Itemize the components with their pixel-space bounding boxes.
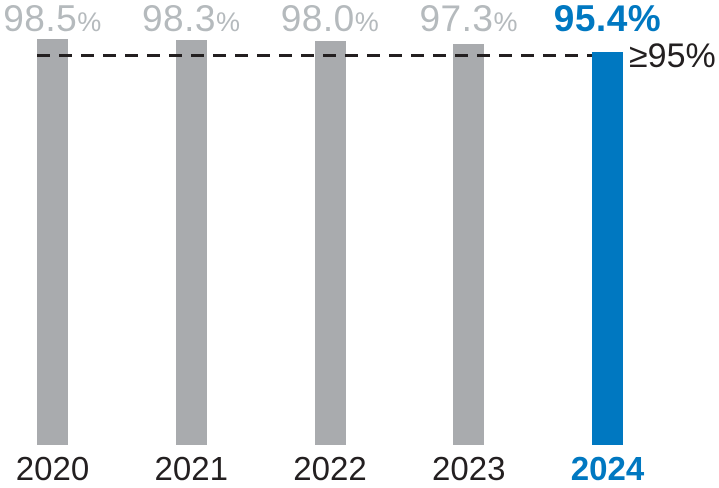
bar-2021 (175, 40, 207, 445)
percent-sign: % (77, 7, 102, 37)
value-number: 97.3 (419, 0, 494, 39)
value-label-2020: 98.5% (0, 0, 123, 39)
percent-sign: % (627, 0, 662, 39)
target-threshold-label: ≥95% (629, 37, 716, 75)
value-label-2023: 97.3% (399, 0, 539, 39)
value-number: 95.4 (553, 0, 628, 39)
bar-2024 (592, 52, 623, 445)
x-axis-label-2020: 2020 (15, 450, 90, 487)
percent-sign: % (354, 7, 380, 37)
value-number: 98.3 (141, 0, 216, 39)
x-axis-label-2022: 2022 (293, 450, 367, 487)
value-label-2024: 95.4% (538, 0, 678, 39)
chart-column-2023: 97.3% 2023 (399, 0, 539, 488)
percent-sign: % (493, 7, 519, 37)
chart-column-2024: 95.4% 2024 (538, 0, 678, 488)
chart-column-2020: 98.5% 2020 (0, 0, 123, 488)
value-number: 98.5 (3, 0, 78, 39)
bar-2020 (37, 39, 68, 445)
x-axis-label-2023: 2023 (432, 450, 506, 487)
value-label-2021: 98.3% (121, 0, 261, 39)
x-axis-label-2021: 2021 (154, 450, 228, 487)
target-threshold-line (37, 54, 628, 57)
percent-sign: % (216, 7, 241, 37)
value-label-2022: 98.0% (260, 0, 400, 39)
value-number: 98.0 (280, 0, 355, 39)
bar-2023 (453, 44, 485, 445)
chart-column-2022: 98.0% 2022 (260, 0, 400, 488)
bar-2022 (314, 41, 346, 445)
x-axis-label-2024: 2024 (570, 450, 645, 487)
chart-column-2021: 98.3% 2021 (121, 0, 261, 488)
